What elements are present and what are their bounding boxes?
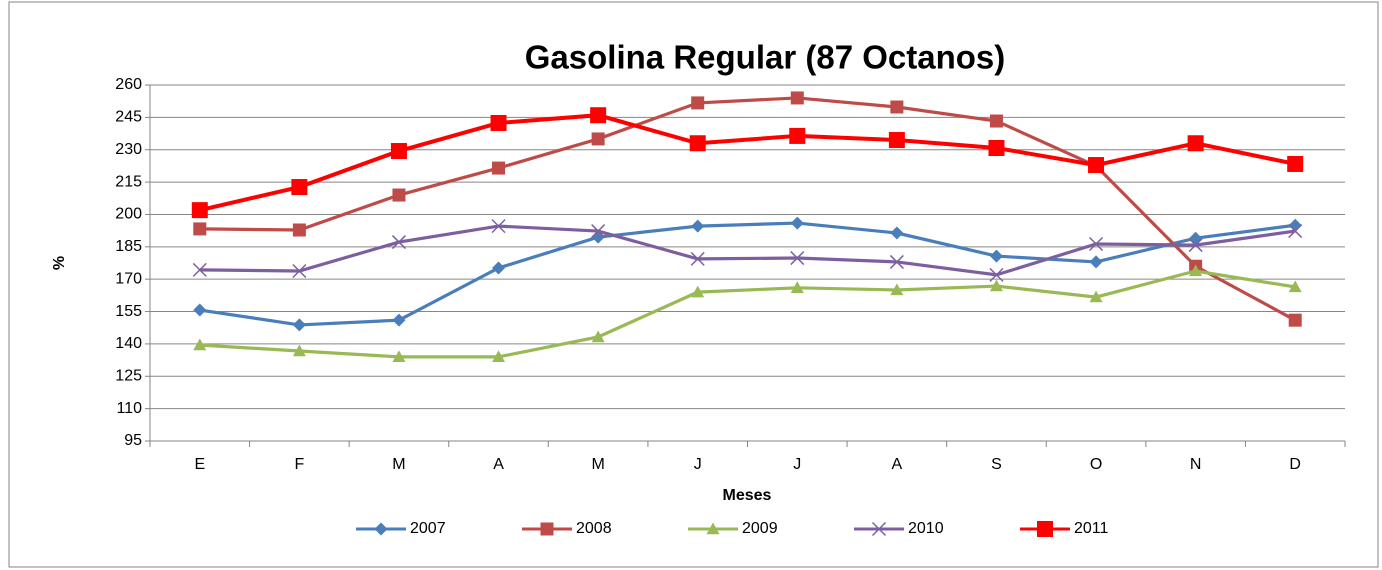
marker	[191, 202, 208, 219]
marker	[492, 350, 506, 363]
legend-label: 2010	[908, 520, 944, 537]
marker	[492, 261, 506, 275]
y-tick-label: 95	[124, 432, 142, 449]
marker	[591, 132, 605, 146]
x-tick-label: N	[1190, 456, 1202, 473]
marker	[988, 140, 1005, 157]
x-tick-label: J	[694, 456, 702, 473]
marker	[193, 338, 207, 351]
marker	[292, 344, 306, 357]
y-tick-label: 215	[115, 173, 142, 190]
marker	[1288, 313, 1302, 327]
marker	[871, 521, 887, 537]
marker	[1089, 255, 1103, 269]
marker	[392, 350, 406, 363]
marker	[374, 522, 388, 536]
marker	[591, 330, 605, 343]
marker	[1037, 521, 1053, 537]
y-tick-label: 125	[115, 367, 142, 384]
marker	[540, 522, 554, 536]
marker	[789, 127, 806, 144]
marker	[1287, 155, 1304, 172]
x-tick-label: O	[1090, 456, 1102, 473]
series-line	[199, 113, 1296, 213]
marker	[292, 318, 306, 332]
marker	[193, 222, 207, 236]
marker	[1288, 224, 1303, 239]
marker	[890, 100, 904, 114]
x-tick-label: M	[591, 456, 604, 473]
marker	[790, 216, 804, 230]
legend-label: 2009	[742, 520, 778, 537]
legend-label: 2007	[410, 520, 446, 537]
marker	[790, 281, 804, 294]
marker	[1088, 157, 1105, 174]
marker	[492, 161, 506, 175]
marker	[1187, 135, 1204, 152]
marker	[392, 188, 406, 202]
marker	[989, 114, 1003, 128]
marker	[1188, 238, 1203, 253]
x-tick-label: M	[392, 456, 405, 473]
marker	[292, 263, 307, 279]
legend-label: 2008	[576, 520, 612, 537]
x-tick-label: J	[793, 456, 801, 473]
x-tick-label: F	[294, 456, 304, 473]
marker	[590, 107, 607, 124]
marker	[291, 179, 308, 196]
marker	[989, 267, 1004, 282]
marker	[890, 283, 904, 296]
y-tick-label: 230	[115, 141, 142, 158]
chart-border	[8, 1, 1379, 568]
x-tick-label: A	[493, 456, 504, 473]
marker	[989, 249, 1003, 263]
x-tick-label: A	[892, 456, 903, 473]
marker	[1189, 264, 1203, 277]
marker	[1288, 280, 1302, 293]
marker	[192, 262, 207, 277]
marker	[490, 114, 507, 131]
marker	[889, 254, 904, 269]
series-line	[199, 221, 1296, 327]
y-tick-label: 185	[115, 238, 142, 255]
marker	[690, 251, 705, 266]
marker	[392, 313, 406, 327]
legend-label: 2011	[1074, 520, 1109, 537]
y-tick-label: 140	[115, 335, 142, 352]
x-tick-label: E	[194, 456, 205, 473]
marker	[1089, 290, 1103, 303]
marker	[193, 303, 207, 317]
marker	[1089, 236, 1104, 252]
x-axis-label: Meses	[723, 487, 772, 504]
marker	[888, 132, 905, 149]
y-axis-label: %	[51, 256, 68, 270]
marker	[691, 96, 705, 110]
marker	[391, 235, 406, 250]
marker	[591, 224, 606, 239]
series-line	[199, 96, 1296, 322]
marker	[890, 226, 904, 240]
marker	[689, 135, 706, 152]
marker	[989, 279, 1003, 292]
x-tick-label: D	[1289, 456, 1301, 473]
marker	[790, 91, 804, 105]
y-tick-label: 245	[115, 109, 142, 126]
marker	[706, 522, 720, 535]
marker	[491, 219, 506, 234]
y-tick-label: 155	[115, 303, 142, 320]
y-tick-label: 260	[115, 76, 142, 93]
marker	[691, 285, 705, 298]
chart-title: Gasolina Regular (87 Octanos)	[525, 39, 1005, 76]
series-line	[199, 224, 1296, 277]
marker	[790, 251, 805, 266]
y-tick-label: 200	[115, 206, 142, 223]
marker	[390, 143, 407, 160]
series-line	[199, 269, 1296, 359]
marker	[292, 223, 306, 237]
y-tick-label: 170	[115, 270, 142, 287]
y-tick-label: 110	[116, 400, 142, 417]
x-tick-label: S	[991, 456, 1002, 473]
marker	[691, 219, 705, 233]
